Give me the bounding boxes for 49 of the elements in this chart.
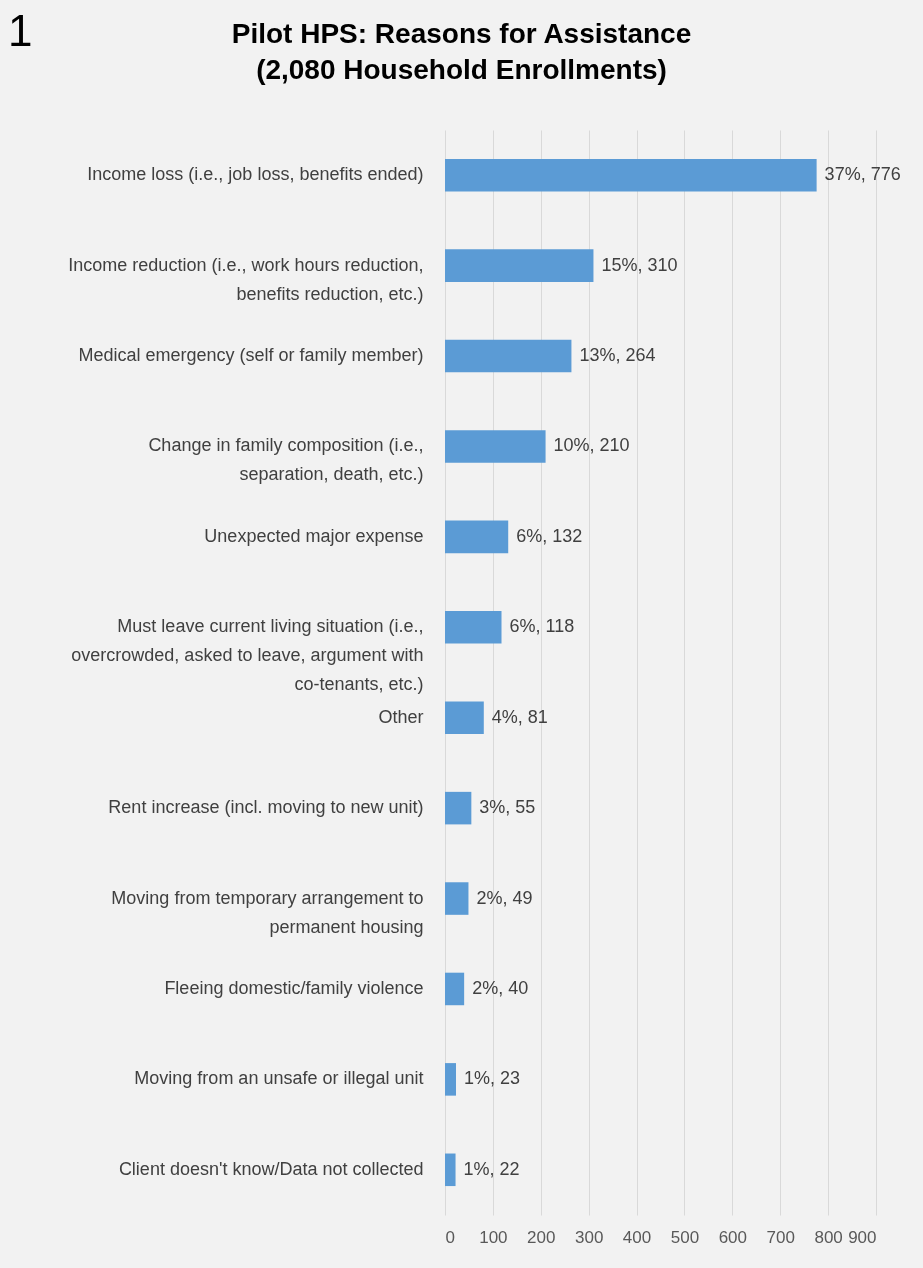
bar xyxy=(445,791,472,825)
bar xyxy=(445,430,546,463)
x-tick-label: 0 xyxy=(445,1227,455,1247)
y-tick-label: Unexpected major expense xyxy=(204,525,424,546)
x-tick-label: 100 xyxy=(479,1227,508,1247)
bar xyxy=(445,339,572,373)
x-tick-label: 500 xyxy=(670,1227,700,1247)
data-label: 10%, 210 xyxy=(553,435,630,456)
data-label: 1%, 22 xyxy=(463,1158,520,1179)
data-label: 2%, 49 xyxy=(476,887,533,908)
x-tick-label: 700 xyxy=(766,1227,795,1247)
bar xyxy=(445,611,502,644)
data-label: 6%, 132 xyxy=(516,525,583,546)
y-tick-label: Client doesn't know/Data not collected xyxy=(118,1158,424,1179)
y-tick-label: Moving from an unsafe or illegal unit xyxy=(134,1068,424,1089)
data-label: 2%, 40 xyxy=(472,977,529,998)
data-label: 6%, 118 xyxy=(509,616,575,637)
y-tick-label: Must leave current living situation (i.e., overcrowded, asked to leave, argument with co-tenants, etc.) xyxy=(71,616,424,695)
y-tick-label: Change in family composition (i.e., separation, death, etc.) xyxy=(148,435,424,485)
x-tick-label: 900 xyxy=(848,1227,877,1247)
data-label: 3%, 55 xyxy=(479,797,536,818)
data-label: 4%, 81 xyxy=(491,706,548,727)
bar xyxy=(445,249,594,282)
bar xyxy=(445,972,465,1006)
bar xyxy=(445,520,509,554)
bar xyxy=(445,882,469,915)
text: 1 xyxy=(8,6,33,56)
x-tick-label: 400 xyxy=(622,1227,652,1247)
data-label: 1%, 23 xyxy=(464,1068,521,1089)
y-tick-label: Moving from temporary arrangement to permanent housing xyxy=(111,887,424,937)
data-label: 13%, 264 xyxy=(579,345,656,366)
y-tick-label: Other xyxy=(378,706,424,727)
chart-title: Pilot HPS: Reasons for Assistance xyxy=(231,18,692,49)
y-tick-label: Income reduction (i.e., work hours reduction, benefits reduction, etc.) xyxy=(68,254,424,304)
x-tick-label: 300 xyxy=(574,1227,604,1247)
x-tick-label: 200 xyxy=(527,1227,556,1247)
data-label: 37%, 776 xyxy=(824,164,901,185)
y-tick-label: Medical emergency (self or family member) xyxy=(78,345,424,366)
bar xyxy=(445,701,484,734)
y-tick-label: Fleeing domestic/family violence xyxy=(164,977,424,998)
bar xyxy=(445,1153,456,1187)
x-tick-label: 800 xyxy=(814,1227,843,1247)
chart-subtitle: (2,080 Household Enrollments) xyxy=(256,54,667,85)
y-tick-label: Rent increase (incl. moving to new unit) xyxy=(108,797,424,818)
data-label: 15%, 310 xyxy=(601,254,678,275)
bar xyxy=(445,158,817,192)
y-tick-label: Income loss (i.e., job loss, benefits ended) xyxy=(87,164,424,185)
bar xyxy=(445,1063,457,1096)
x-tick-label: 600 xyxy=(718,1227,748,1247)
